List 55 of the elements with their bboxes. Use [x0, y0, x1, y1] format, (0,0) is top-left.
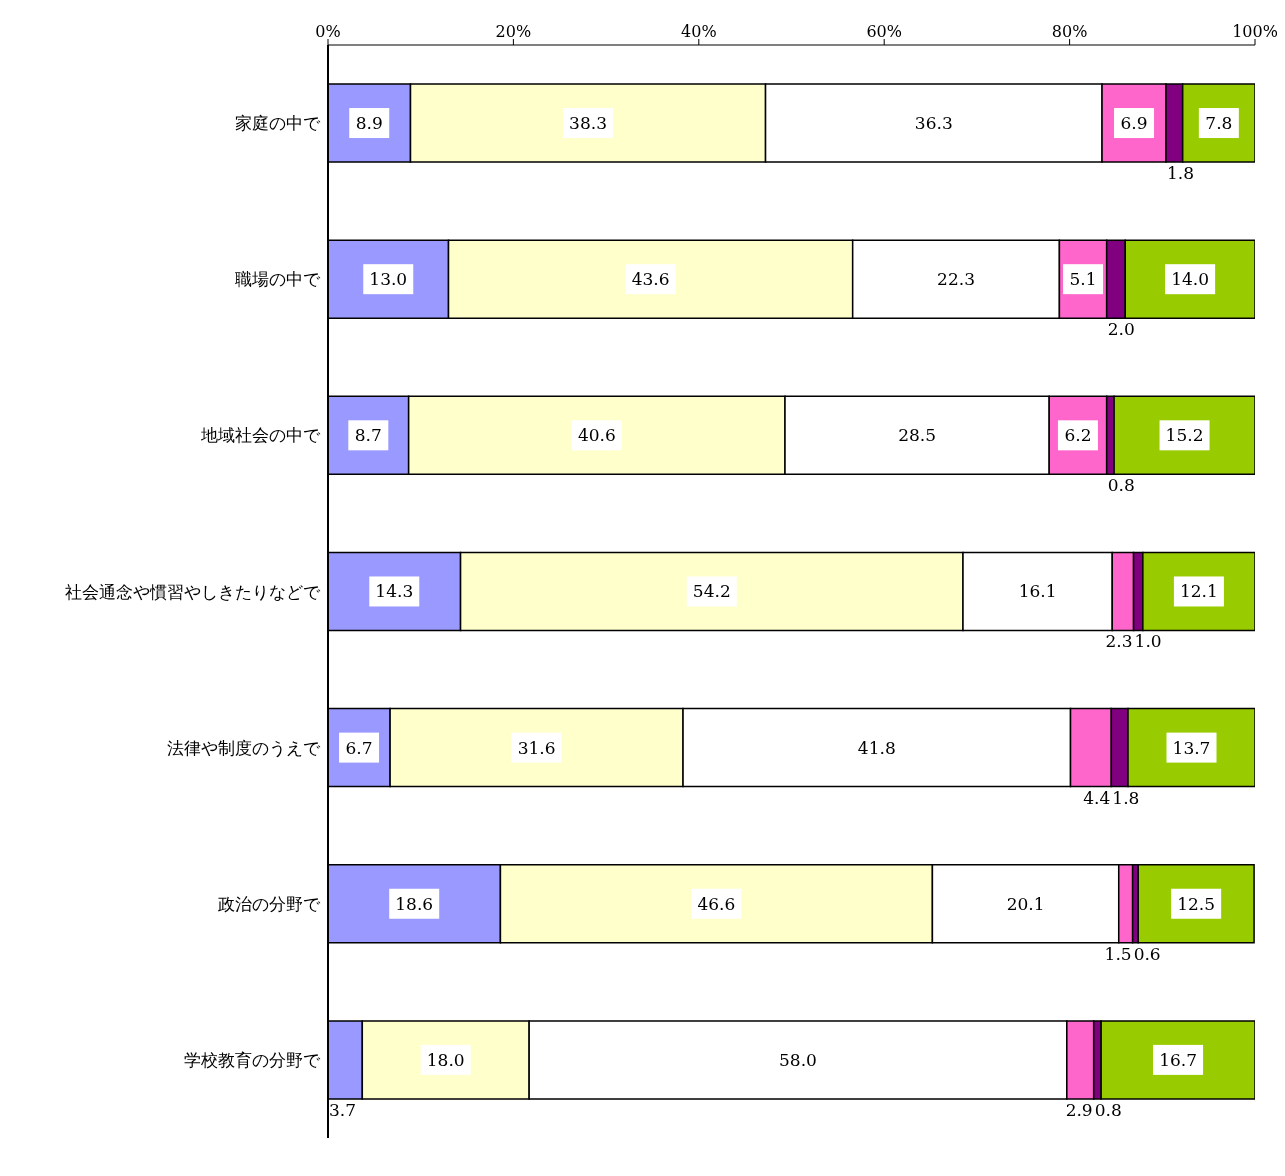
data-label: 58.0	[779, 1049, 817, 1070]
data-label: 6.2	[1064, 425, 1092, 446]
y-tick-label: 家庭の中で	[235, 113, 321, 134]
data-label: 2.0	[1107, 319, 1135, 340]
data-label: 1.5	[1104, 943, 1132, 964]
x-tick-label: 80%	[1051, 22, 1088, 41]
y-tick-label: 職場の中で	[235, 269, 321, 290]
x-tick-label: 40%	[681, 22, 717, 41]
data-label: 41.8	[857, 737, 896, 758]
data-label: 6.9	[1120, 113, 1148, 134]
data-label: 15.2	[1165, 425, 1204, 446]
x-tick-label: 20%	[495, 22, 532, 41]
data-label: 12.1	[1179, 581, 1218, 602]
data-label: 46.6	[697, 893, 736, 914]
data-label: 0.8	[1094, 1099, 1122, 1120]
data-label: 1.8	[1112, 787, 1140, 808]
data-label: 0.8	[1107, 475, 1135, 496]
data-label: 7.8	[1205, 113, 1233, 134]
data-label: 8.7	[354, 425, 382, 446]
x-tick-label: 0%	[315, 22, 341, 41]
data-label: 13.0	[369, 269, 408, 290]
y-tick-label: 政治の分野で	[218, 893, 321, 914]
data-label: 43.6	[631, 269, 670, 290]
y-tick-label: 法律や制度のうえで	[167, 737, 321, 758]
data-label: 16.1	[1018, 581, 1057, 602]
data-label: 22.3	[937, 269, 975, 290]
data-label: 1.8	[1167, 163, 1195, 184]
data-label: 14.3	[375, 581, 414, 602]
data-label: 18.0	[426, 1049, 465, 1070]
y-tick-label: 学校教育の分野で	[184, 1049, 321, 1070]
y-tick-label: 社会通念や慣習やしきたりなどで	[65, 581, 321, 602]
data-label: 12.5	[1177, 893, 1216, 914]
y-tick-label: 地域社会の中で	[200, 425, 321, 446]
data-label: 18.6	[395, 893, 434, 914]
data-label: 20.1	[1006, 893, 1045, 914]
data-label: 8.9	[355, 113, 383, 134]
data-label: 3.7	[329, 1099, 357, 1120]
data-label: 16.7	[1159, 1049, 1197, 1070]
data-label: 14.0	[1171, 269, 1210, 290]
data-label: 28.5	[898, 425, 937, 446]
data-label: 36.3	[914, 113, 953, 134]
data-label: 0.6	[1133, 943, 1161, 964]
x-tick-label: 60%	[866, 22, 902, 41]
data-label: 5.1	[1069, 269, 1097, 290]
data-label: 40.6	[577, 425, 616, 446]
x-tick-label: 100%	[1232, 22, 1278, 41]
data-label: 1.0	[1134, 631, 1162, 652]
data-label: 38.3	[569, 113, 607, 134]
data-label: 4.4	[1083, 787, 1111, 808]
data-label: 6.7	[345, 737, 373, 758]
data-label: 54.2	[692, 581, 731, 602]
data-label: 2.3	[1105, 631, 1133, 652]
data-label: 31.6	[517, 737, 556, 758]
data-label: 13.7	[1172, 737, 1211, 758]
data-label: 2.9	[1065, 1099, 1093, 1120]
